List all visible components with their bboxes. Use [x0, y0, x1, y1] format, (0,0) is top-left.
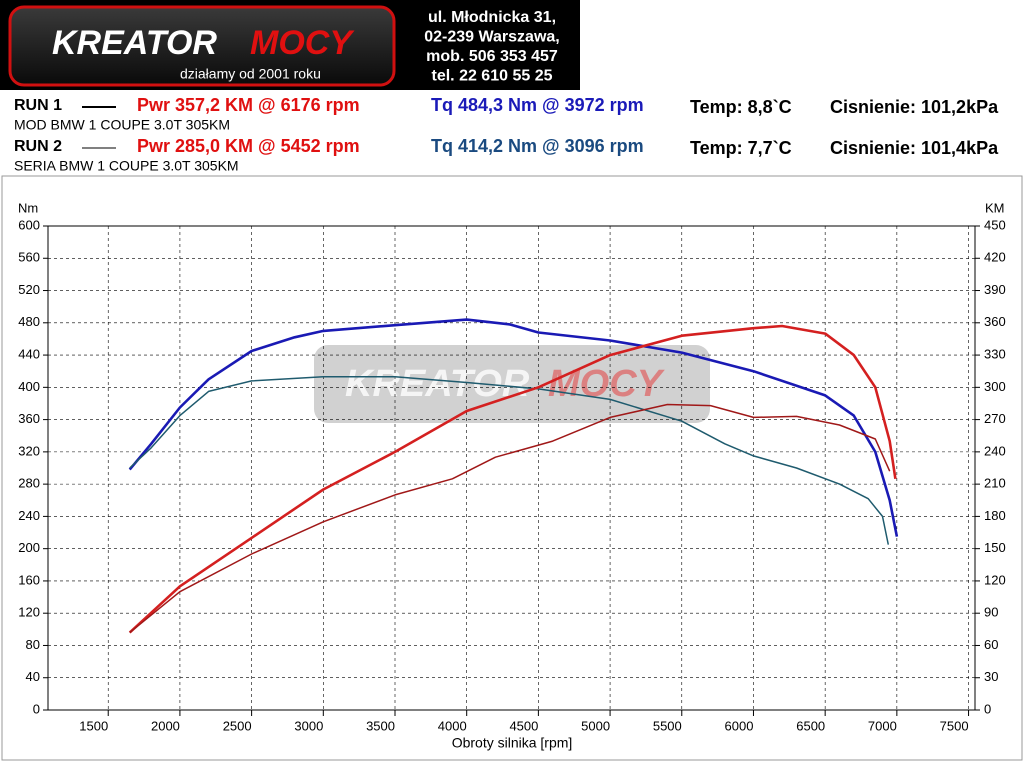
watermark: KREATOR — [345, 363, 530, 405]
x-tick-label: 5000 — [581, 718, 610, 733]
series-line — [129, 376, 890, 545]
series-line — [128, 318, 899, 537]
x-tick-label: 7500 — [940, 718, 969, 733]
y-tick-label: 400 — [18, 379, 40, 394]
y-tick-label: 240 — [18, 508, 40, 523]
run-power: Pwr 285,0 KM @ 5452 rpm — [137, 136, 360, 156]
run-description: SERIA BMW 1 COUPE 3.0T 305KM — [14, 158, 239, 174]
y-tick-label: 320 — [18, 443, 40, 458]
x-tick-label: 4500 — [509, 718, 538, 733]
x-tick-label: 5500 — [653, 718, 682, 733]
run-power: Pwr 357,2 KM @ 6176 rpm — [137, 95, 360, 115]
y2-tick-label: 420 — [984, 250, 1006, 265]
run-torque: Tq 414,2 Nm @ 3096 rpm — [431, 136, 644, 156]
x-tick-label: 6500 — [796, 718, 825, 733]
y-tick-label: 0 — [33, 701, 40, 716]
y-tick-label: 160 — [18, 572, 40, 587]
address-line: mob. 506 353 457 — [426, 48, 558, 65]
y2-tick-label: 150 — [984, 540, 1006, 555]
y2-tick-label: 270 — [984, 411, 1006, 426]
y2-axis-label: KM — [985, 200, 1005, 215]
plot-area — [47, 225, 976, 711]
y-tick-label: 480 — [18, 314, 40, 329]
run-name: RUN 1 — [14, 97, 62, 114]
runs: RUN 1 Pwr 357,2 KM @ 6176 rpm Tq 484,3 Nm … — [14, 95, 999, 174]
y-axis-label: Nm — [18, 200, 38, 215]
watermark-accent: MOCY — [548, 363, 666, 405]
y-tick-label: 520 — [18, 282, 40, 297]
y-tick-label: 280 — [18, 476, 40, 491]
chart: KREATOR MOCY 0 40 80 120 160 200 240 280 320 360 400… — [18, 200, 1006, 750]
y2-tick-label: 90 — [984, 605, 998, 620]
x-tick-label: 2000 — [151, 718, 180, 733]
y2-tick-label: 30 — [984, 669, 998, 684]
y2-tick-label: 360 — [984, 314, 1006, 329]
series-line — [128, 324, 897, 634]
run-temp: Temp: 7,7`C — [690, 138, 792, 158]
address-line: ul. Młodnicka 31, — [428, 9, 556, 26]
series-line — [129, 403, 891, 634]
y2-tick-label: 450 — [984, 217, 1006, 232]
y2-tick-label: 60 — [984, 637, 998, 652]
run-torque: Tq 484,3 Nm @ 3972 rpm — [431, 95, 644, 115]
x-tick-label: 6000 — [725, 718, 754, 733]
x-tick-label: 3500 — [366, 718, 395, 733]
logo-brand: KREATOR — [52, 24, 217, 62]
y2-tick-label: 180 — [984, 508, 1006, 523]
y-tick-label: 200 — [18, 540, 40, 555]
y2-tick-label: 240 — [984, 443, 1006, 458]
address-line: tel. 22 610 55 25 — [432, 68, 553, 85]
y2-tick-label: 210 — [984, 476, 1006, 491]
y2-tick-label: 120 — [984, 572, 1006, 587]
run-description: MOD BMW 1 COUPE 3.0T 305KM — [14, 117, 230, 133]
watermark-box — [314, 345, 710, 423]
logo-box — [8, 5, 396, 87]
run-pressure: Cisnienie: 101,4kPa — [830, 138, 999, 158]
y-tick-label: 560 — [18, 250, 40, 265]
x-tick-label: 1500 — [79, 718, 108, 733]
y-tick-label: 600 — [18, 217, 40, 232]
address: ul. Młodnicka 31, 02-239 Warszawa, mob. 50… — [424, 9, 559, 85]
y-tick-label: 80 — [26, 637, 40, 652]
y2-tick-label: 330 — [984, 347, 1006, 362]
address-line: 02-239 Warszawa, — [424, 29, 559, 46]
x-tick-label: 2500 — [223, 718, 252, 733]
x-axis-label: Obroty silnika [rpm] — [452, 735, 573, 751]
y2-tick-label: 0 — [984, 701, 991, 716]
y2-tick-label: 390 — [984, 282, 1006, 297]
run-pressure: Cisnienie: 101,2kPa — [830, 97, 999, 117]
x-tick-label: 4000 — [438, 718, 467, 733]
y2-tick-label: 300 — [984, 379, 1006, 394]
x-tick-label: 3000 — [294, 718, 323, 733]
x-tick-label: 7000 — [868, 718, 897, 733]
run-temp: Temp: 8,8`C — [690, 97, 792, 117]
run-name: RUN 2 — [14, 138, 62, 155]
y-tick-label: 40 — [26, 669, 40, 684]
y-tick-label: 440 — [18, 347, 40, 362]
logo-brand-accent: MOCY — [250, 24, 355, 62]
y-tick-label: 120 — [18, 605, 40, 620]
y-tick-label: 360 — [18, 411, 40, 426]
logo-tagline: działamy od 2001 roku — [180, 66, 321, 82]
